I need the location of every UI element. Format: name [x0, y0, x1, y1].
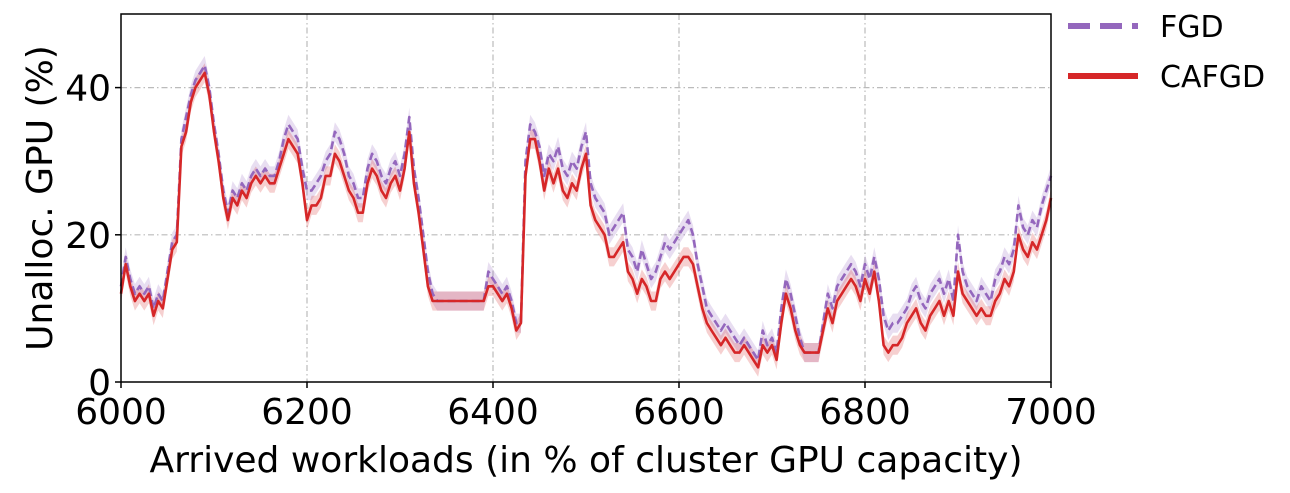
- confidence-bands: [121, 56, 1051, 377]
- plot-area-frame: [120, 13, 1052, 383]
- band-cafgd: [121, 63, 1051, 377]
- legend-label-fgd: FGD: [1160, 10, 1224, 45]
- series-line-cafgd: [119, 71, 1053, 369]
- series-lines: [119, 64, 1053, 369]
- y-axis-label: Unalloc. GPU (%): [20, 45, 61, 351]
- y-tick-label: 20: [65, 216, 111, 257]
- x-tick-label: 6200: [261, 392, 353, 433]
- x-tick-label: 7000: [1005, 392, 1097, 433]
- legend: FGD CAFGD: [1068, 10, 1265, 95]
- y-tick-label: 40: [65, 69, 111, 110]
- series-line-fgd: [119, 64, 1053, 362]
- x-axis-label: Arrived workloads (in % of cluster GPU c…: [150, 440, 1023, 481]
- y-axis-ticks: 0 20 40: [65, 69, 121, 404]
- x-tick-label: 6800: [819, 392, 911, 433]
- x-axis-ticks: 6000 6200 6400 6600 6800 7000: [75, 382, 1097, 433]
- legend-label-cafgd: CAFGD: [1160, 60, 1265, 95]
- grid-lines: [121, 14, 1051, 382]
- x-tick-label: 6400: [447, 392, 539, 433]
- x-tick-label: 6600: [633, 392, 725, 433]
- y-tick-label: 0: [88, 363, 111, 404]
- x-tick-label: 6000: [75, 392, 167, 433]
